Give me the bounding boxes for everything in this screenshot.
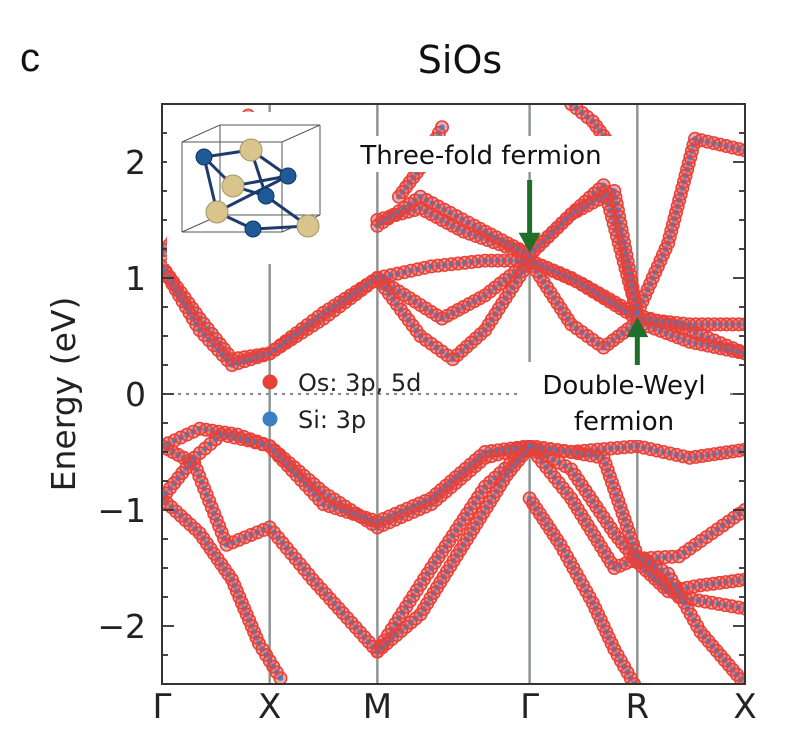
inset-atom-si (257, 187, 275, 205)
x-tick-label: X (258, 687, 281, 727)
annotation-fermion: fermion (574, 407, 674, 437)
band-point-si (207, 441, 214, 447)
bands-group (162, 104, 745, 684)
band-2 (162, 491, 288, 684)
arrow-three-fold-head (518, 232, 541, 253)
band-8 (522, 491, 642, 684)
band-point-si (439, 124, 445, 130)
y-tick-label: −2 (97, 607, 146, 646)
inset-atom-os (221, 174, 245, 198)
crystal-structure-inset (167, 112, 337, 264)
legend-label: Os: 3p, 5d (298, 369, 421, 397)
y-tick-label: 1 (125, 259, 146, 298)
band-12 (370, 253, 745, 332)
inset-atom-os (205, 200, 229, 224)
inset-atom-si (195, 148, 213, 166)
y-axis-label: Energy (eV) (44, 297, 83, 492)
band-point-si (634, 310, 641, 316)
band-11 (162, 253, 745, 372)
inset-background (167, 112, 337, 264)
annotation-bg (520, 362, 730, 440)
arrow-double-weyl-head (626, 317, 649, 338)
band-point-si (526, 443, 533, 450)
x-tick-label: Γ (153, 687, 172, 727)
chart-title: SiOs (417, 38, 503, 82)
x-tick-label: X (733, 687, 756, 727)
band-6 (370, 439, 537, 659)
legend-label: Si: 3p (298, 406, 366, 434)
band-point-si (277, 675, 284, 681)
x-tick-label: M (363, 687, 392, 727)
inset-atom-si (279, 167, 297, 185)
y-tick-label: 0 (125, 375, 146, 414)
legend-marker (262, 411, 278, 427)
band-9 (630, 549, 745, 684)
inset-bond (216, 174, 289, 214)
inset-atom-si (244, 220, 262, 238)
y-tick-label: −1 (97, 491, 146, 530)
legend-marker (262, 374, 278, 390)
annotation-double-weyl: Double-Weyl (542, 371, 705, 401)
panel-letter: c (20, 36, 40, 80)
band-point-si (196, 450, 203, 456)
band-point-si (202, 445, 208, 452)
y-tick-label: 2 (125, 143, 146, 182)
x-tick-label: Γ (520, 687, 539, 727)
x-tick-label: R (626, 687, 650, 727)
band-point-si (213, 436, 219, 443)
annotation-bg (336, 136, 624, 172)
inset-cell-edge (181, 124, 221, 143)
inset-cell-edge (281, 124, 321, 143)
band-14 (370, 184, 645, 320)
band-point-si (191, 455, 198, 461)
inset-atom-os (239, 138, 263, 162)
annotation-three-fold: Three-fold fermion (359, 141, 601, 171)
inset-atom-os (296, 214, 320, 238)
